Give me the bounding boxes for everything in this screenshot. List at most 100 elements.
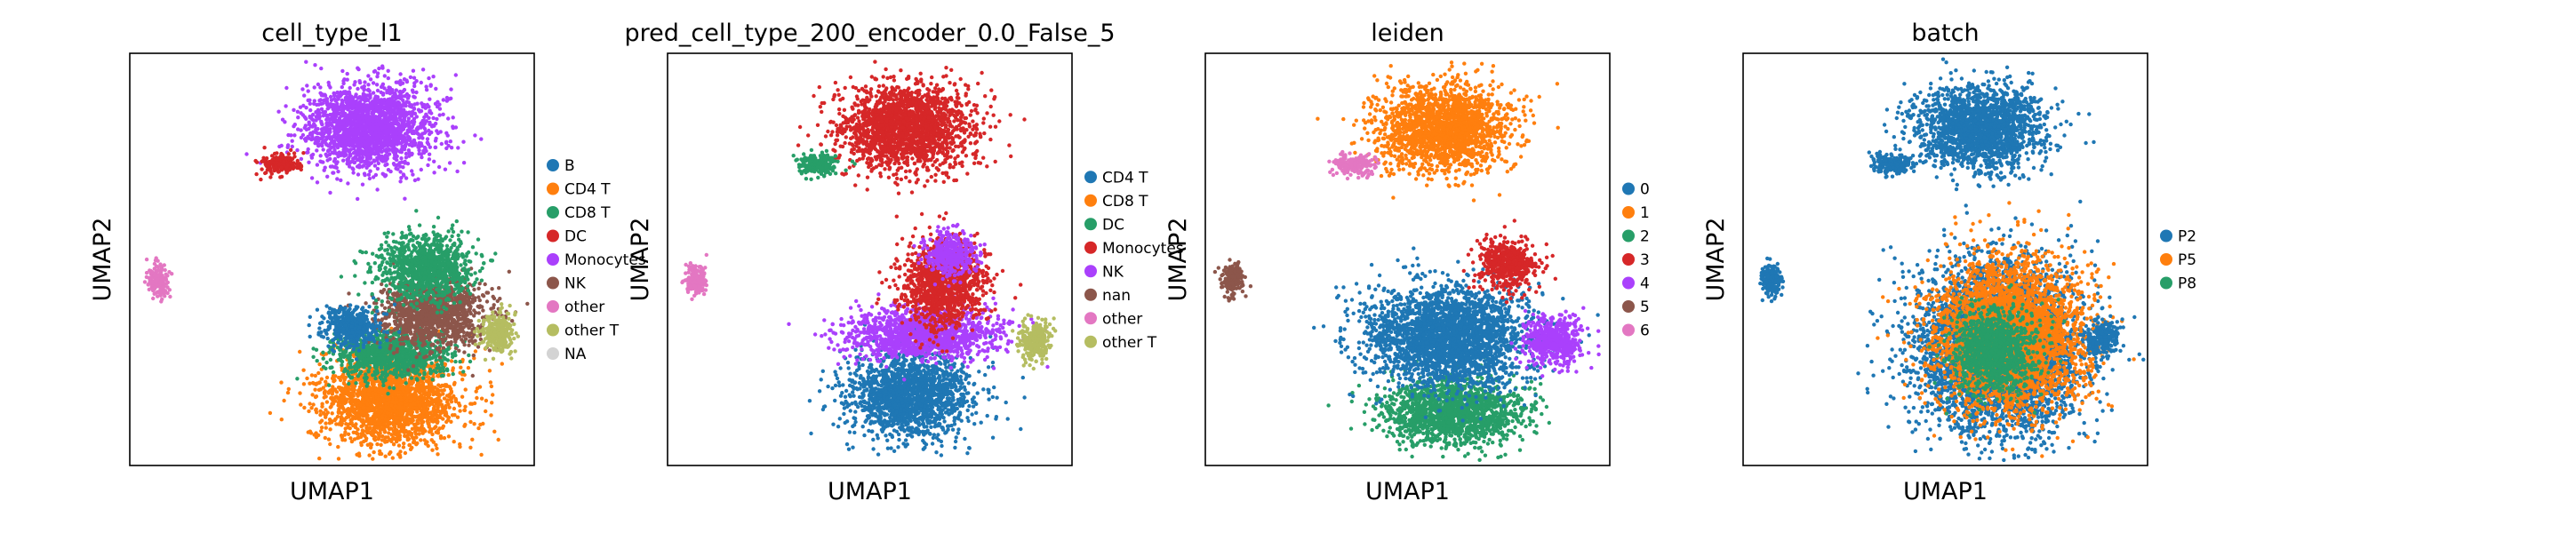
scatter-point bbox=[363, 132, 367, 137]
scatter-point bbox=[317, 362, 322, 367]
scatter-point bbox=[347, 381, 351, 386]
scatter-point bbox=[314, 431, 318, 435]
scatter-point bbox=[410, 119, 414, 123]
scatter-point bbox=[155, 269, 159, 274]
scatter-point bbox=[319, 66, 324, 71]
scatter-point bbox=[444, 139, 449, 144]
scatter-point bbox=[308, 98, 312, 103]
scatter-point bbox=[490, 401, 494, 405]
scatter-point bbox=[282, 398, 286, 403]
scatter-point bbox=[254, 171, 259, 177]
scatter-point bbox=[431, 115, 436, 121]
scatter-point bbox=[395, 122, 400, 126]
scatter-point bbox=[374, 402, 380, 407]
scatter-point bbox=[284, 85, 289, 91]
scatter-point bbox=[286, 132, 291, 138]
scatter-point bbox=[316, 126, 320, 131]
scatter-point bbox=[445, 418, 451, 422]
scatter-point bbox=[324, 400, 330, 404]
scatter-point bbox=[442, 435, 447, 441]
scatter-point bbox=[381, 379, 386, 385]
scatter-point bbox=[295, 377, 300, 381]
scatter-point bbox=[353, 80, 357, 84]
scatter-point bbox=[419, 80, 423, 85]
scatter-point bbox=[404, 151, 409, 156]
scatter-point bbox=[406, 395, 411, 400]
scatter-point bbox=[452, 440, 456, 444]
scatter-point bbox=[396, 452, 401, 457]
scatter-point bbox=[487, 369, 492, 373]
scatter-point bbox=[368, 93, 372, 99]
scatter-point bbox=[442, 369, 446, 373]
scatter-point bbox=[356, 435, 362, 440]
scatter-point bbox=[360, 397, 365, 402]
scatter-point bbox=[373, 392, 379, 396]
scatter-point bbox=[364, 118, 369, 123]
scatter-point bbox=[319, 160, 324, 164]
scatter-point bbox=[392, 409, 397, 413]
scatter-point bbox=[345, 131, 349, 135]
scatter-point bbox=[405, 162, 411, 166]
scatter-point bbox=[340, 98, 344, 103]
scatter-point bbox=[440, 383, 444, 388]
scatter-point bbox=[314, 394, 319, 399]
scatter-point bbox=[336, 457, 341, 461]
scatter-point bbox=[344, 95, 349, 100]
scatter-point bbox=[312, 122, 316, 126]
scatter-point bbox=[304, 106, 308, 110]
scatter-point bbox=[361, 429, 366, 434]
scatter-point bbox=[461, 161, 467, 165]
scatter-point bbox=[371, 123, 375, 127]
scatter-point bbox=[403, 102, 407, 107]
scatter-point bbox=[322, 168, 326, 172]
scatter-point bbox=[337, 115, 342, 121]
scatter-points bbox=[142, 60, 530, 461]
scatter-point bbox=[361, 102, 366, 107]
scatter-point bbox=[159, 265, 164, 269]
scatter-point bbox=[324, 375, 330, 380]
scatter-point bbox=[381, 98, 386, 102]
scatter-point bbox=[328, 442, 332, 447]
scatter-point bbox=[356, 196, 360, 202]
scatter-point bbox=[379, 140, 383, 146]
scatter-point bbox=[414, 442, 419, 447]
scatter-point bbox=[385, 410, 390, 416]
scatter-point bbox=[334, 422, 339, 426]
scatter-point bbox=[321, 139, 325, 144]
scatter-point bbox=[383, 142, 388, 147]
scatter-point bbox=[340, 126, 345, 131]
scatter-point bbox=[380, 92, 386, 97]
scatter-point bbox=[348, 418, 353, 423]
scatter-point bbox=[402, 87, 407, 92]
scatter-point bbox=[349, 392, 354, 396]
scatter-point bbox=[438, 130, 443, 134]
scatter-point bbox=[365, 406, 371, 410]
scatter-point bbox=[468, 410, 473, 415]
scatter-point bbox=[371, 112, 375, 116]
scatter-point bbox=[348, 436, 353, 441]
scatter-point bbox=[396, 99, 401, 105]
scatter-point bbox=[403, 159, 407, 164]
scatter-point bbox=[434, 397, 439, 402]
scatter-point bbox=[364, 424, 369, 428]
scatter-point bbox=[408, 447, 413, 451]
scatter-point bbox=[323, 113, 327, 117]
scatter-point bbox=[388, 396, 392, 402]
scatter-point bbox=[394, 96, 398, 101]
scatter-point bbox=[319, 107, 324, 112]
scatter-point bbox=[383, 113, 388, 117]
scatter-point bbox=[330, 392, 335, 396]
scatter-point bbox=[315, 163, 320, 167]
scatter-point bbox=[321, 93, 325, 98]
scatter-point bbox=[152, 285, 157, 290]
scatter-point bbox=[345, 397, 349, 402]
scatter-point bbox=[286, 386, 291, 392]
scatter-point bbox=[434, 442, 438, 448]
scatter-point bbox=[385, 105, 389, 110]
scatter-point bbox=[377, 107, 382, 112]
scatter-point bbox=[323, 435, 327, 441]
scatter-point bbox=[373, 387, 378, 393]
scatter-point bbox=[410, 131, 415, 136]
scatter-point bbox=[462, 424, 467, 428]
scatter-point bbox=[368, 169, 372, 173]
